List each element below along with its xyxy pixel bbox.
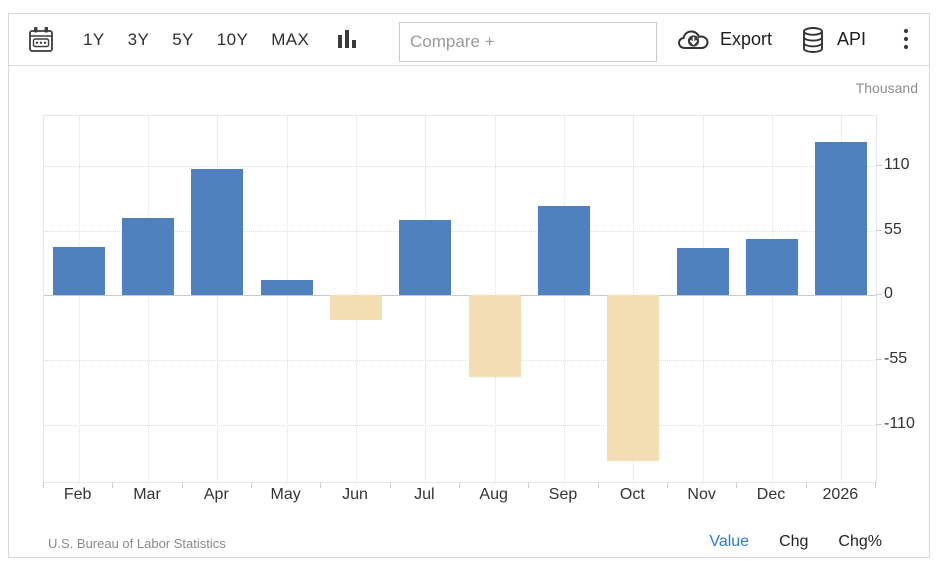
x-axis-tick (251, 482, 252, 488)
compare-input[interactable] (399, 22, 657, 62)
y-axis-tick (876, 424, 882, 426)
bar-jun[interactable] (330, 295, 382, 321)
x-axis-label: Aug (479, 486, 508, 503)
y-axis-tick (876, 229, 882, 231)
bar-mar[interactable] (122, 217, 174, 296)
footer-link-chgpct[interactable]: Chg% (838, 533, 882, 550)
api-button[interactable]: API (801, 14, 866, 65)
x-axis-label: Jun (342, 486, 368, 503)
x-axis-tick (112, 482, 114, 488)
axis-unit-label: Thousand (855, 80, 918, 96)
toolbar: 1Y 3Y 5Y 10Y MAX Export (8, 13, 930, 66)
vertical-gridline (564, 116, 565, 482)
bar-aug[interactable] (468, 295, 521, 377)
more-menu-button[interactable] (891, 24, 921, 56)
x-axis-tick (805, 482, 807, 488)
bar-nov[interactable] (676, 248, 729, 296)
horizontal-gridline (44, 360, 876, 362)
vertical-gridline (217, 116, 219, 482)
bar-feb[interactable] (52, 247, 105, 296)
calendar-range-icon (28, 26, 54, 54)
zero-line (44, 295, 876, 297)
range-button-max[interactable]: MAX (271, 29, 310, 49)
export-label: Export (720, 29, 773, 49)
export-button[interactable]: Export (677, 14, 772, 65)
y-axis-label: 110 (884, 155, 910, 173)
bar-oct[interactable] (607, 295, 660, 461)
x-axis-label: Dec (756, 486, 786, 503)
y-axis-label: -55 (884, 350, 908, 368)
x-axis-label: Feb (63, 486, 92, 503)
cloud-download-icon (677, 27, 711, 53)
footer-link-chg[interactable]: Chg (779, 533, 809, 550)
kebab-menu-icon (903, 28, 909, 52)
plot-area (43, 115, 877, 483)
footer-link-value[interactable]: Value (709, 533, 750, 550)
range-button-5y[interactable]: 5Y (172, 29, 194, 49)
bar-may[interactable] (260, 280, 313, 296)
footer-links: Value Chg Chg% (709, 533, 882, 551)
x-axis-label: Sep (548, 486, 578, 503)
x-axis-tick (320, 482, 322, 488)
bar-dec[interactable] (746, 238, 798, 296)
range-buttons: 1Y 3Y 5Y 10Y MAX (83, 14, 309, 65)
y-axis-label: -110 (884, 415, 915, 433)
x-axis-label: May (270, 486, 301, 503)
range-button-3y[interactable]: 3Y (127, 29, 150, 49)
x-axis-tick (667, 482, 668, 488)
horizontal-gridline (44, 425, 876, 427)
x-axis-label: Mar (133, 486, 161, 503)
range-button-10y[interactable]: 10Y (216, 29, 249, 49)
y-axis-label: 0 (884, 285, 893, 303)
range-button-1y[interactable]: 1Y (83, 29, 105, 49)
x-axis-tick (597, 482, 599, 488)
y-axis-tick (876, 294, 882, 296)
y-axis-tick (876, 359, 882, 361)
calendar-button[interactable] (25, 24, 57, 56)
database-icon (801, 26, 825, 54)
x-axis-tick (528, 482, 530, 488)
x-axis-label: Oct (619, 486, 645, 503)
x-axis-tick (43, 482, 44, 488)
x-axis-label: Nov (687, 486, 716, 503)
vertical-gridline (841, 116, 843, 482)
vertical-gridline (286, 116, 288, 482)
bar-2026[interactable] (815, 141, 868, 296)
bar-sep[interactable] (538, 205, 590, 296)
bar-apr[interactable] (191, 169, 244, 296)
source-label: U.S. Bureau of Labor Statistics (48, 536, 226, 551)
vertical-gridline (772, 116, 773, 482)
horizontal-gridline (44, 230, 876, 232)
x-axis-tick (736, 482, 738, 488)
x-axis-label: Jul (414, 486, 435, 503)
vertical-gridline (702, 116, 704, 482)
y-axis-tick (876, 164, 882, 166)
x-axis-tick (875, 482, 876, 488)
x-axis-tick (181, 482, 183, 488)
api-label: API (837, 29, 867, 49)
chart-type-button[interactable] (332, 24, 362, 56)
bar-jul[interactable] (399, 219, 452, 296)
x-axis-label: 2026 (822, 486, 859, 503)
horizontal-gridline (44, 165, 876, 167)
bar-chart-icon (336, 28, 358, 52)
x-axis-tick (459, 482, 460, 488)
x-axis-tick (389, 482, 391, 488)
vertical-gridline (425, 116, 427, 482)
vertical-gridline (148, 116, 149, 482)
x-axis-label: Apr (203, 486, 229, 503)
vertical-gridline (78, 116, 80, 482)
y-axis-label: 55 (884, 220, 902, 238)
